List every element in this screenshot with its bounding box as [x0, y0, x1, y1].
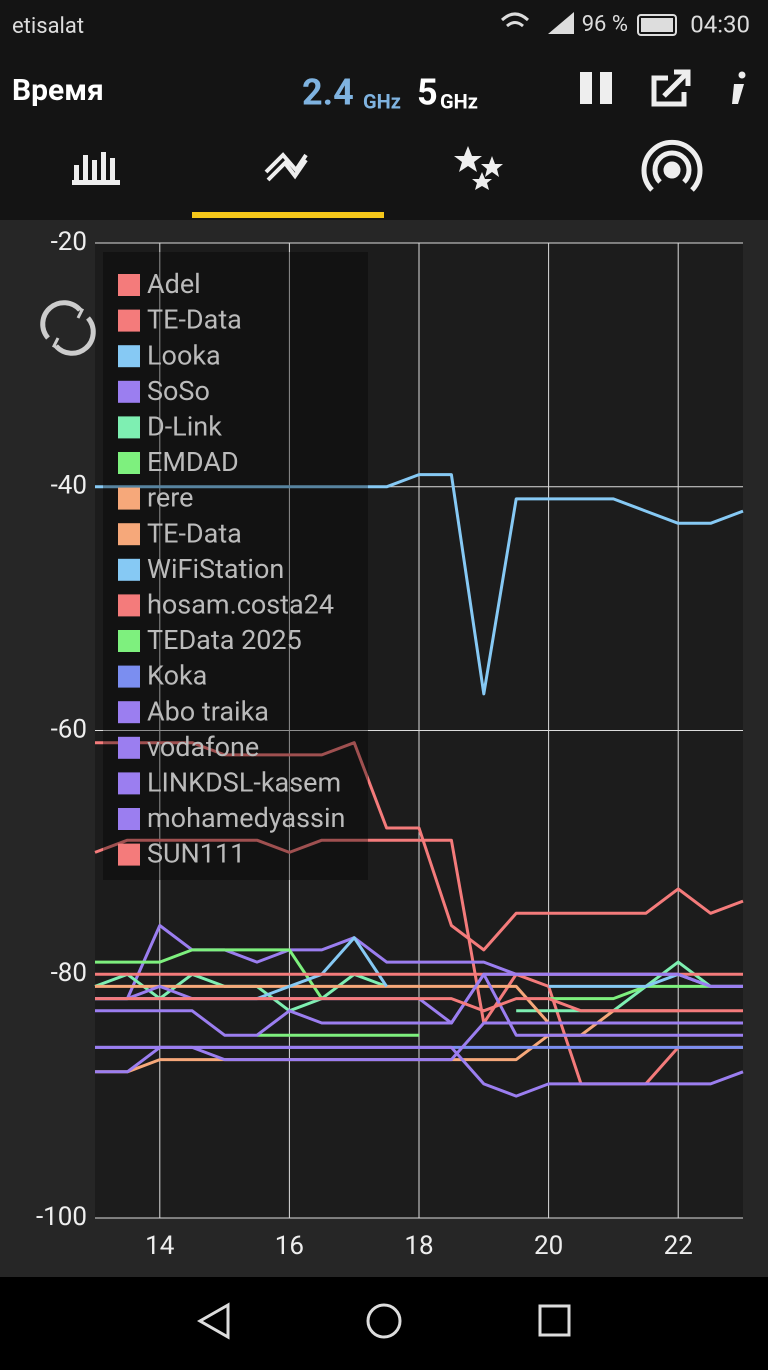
legend-swatch — [118, 452, 140, 474]
legend-label: hosam.costa24 — [147, 589, 334, 621]
legend-label: TEData 2025 — [147, 624, 302, 656]
tab-bars[interactable] — [72, 152, 120, 185]
tab-ratings[interactable] — [454, 146, 503, 190]
legend-label: TE-Data — [147, 517, 242, 549]
y-tick-label: -80 — [51, 958, 87, 988]
series-line — [95, 948, 711, 1001]
wifi-icon — [500, 12, 530, 28]
y-tick-label: -20 — [51, 227, 87, 257]
y-tick-label: -60 — [51, 714, 87, 744]
x-tick-label: 18 — [404, 1231, 433, 1261]
legend-swatch — [118, 808, 140, 830]
refresh-button[interactable] — [40, 300, 96, 356]
legend-swatch — [118, 630, 140, 652]
x-tick-label: 14 — [145, 1231, 175, 1261]
legend-swatch — [118, 558, 140, 581]
battery-fill — [641, 18, 673, 32]
legend-label: SUN111 — [147, 838, 245, 870]
legend-label: TE-Data — [147, 304, 242, 336]
legend-label: D-Link — [147, 411, 222, 443]
legend-label: Looka — [147, 339, 221, 371]
battery-icon — [637, 14, 677, 36]
legend-swatch — [118, 523, 140, 546]
y-tick-label: -40 — [51, 471, 87, 501]
tab-channels[interactable] — [641, 139, 703, 192]
legend-label: Abo traika — [147, 695, 269, 727]
legend-label: LINKDSL-kasem — [147, 767, 341, 799]
share-button[interactable] — [651, 69, 691, 107]
screen-title: Время — [12, 73, 104, 108]
nav-home[interactable] — [366, 1303, 402, 1339]
legend-label: EMDAD — [147, 446, 239, 478]
info-button[interactable] — [732, 71, 746, 105]
header-bg — [0, 0, 768, 220]
nav-back[interactable] — [196, 1302, 230, 1340]
legend-swatch — [118, 416, 140, 439]
tab-indicator — [192, 212, 384, 218]
band-24-unit[interactable]: GHz — [363, 89, 401, 113]
legend-swatch — [118, 309, 140, 332]
legend-swatch — [118, 345, 140, 368]
legend-swatch — [118, 843, 140, 866]
tab-time[interactable] — [264, 152, 308, 182]
clock: 04:30 — [690, 10, 750, 38]
legend-label: mohamedyassin — [147, 802, 345, 834]
series-line — [95, 1045, 744, 1098]
x-tick-label: 16 — [275, 1231, 304, 1261]
series-line — [95, 1021, 743, 1062]
legend-swatch — [118, 736, 140, 759]
series-lines — [94, 473, 744, 1098]
legend-swatch — [118, 772, 140, 795]
band-24[interactable]: 2.4 — [302, 72, 354, 114]
series-line — [95, 997, 743, 1013]
legend-label: WiFiStation — [147, 553, 284, 585]
x-tick-label: 22 — [664, 1231, 693, 1261]
carrier: etisalat — [12, 14, 84, 39]
x-tick-label: 20 — [534, 1231, 563, 1261]
series-line — [95, 473, 744, 696]
nav-recents[interactable] — [538, 1304, 571, 1337]
legend-label: SoSo — [147, 375, 210, 407]
legend-swatch — [118, 487, 140, 510]
legend-swatch — [118, 701, 140, 724]
band-5-unit[interactable]: GHz — [440, 89, 478, 113]
legend-label: vodafone — [147, 731, 259, 763]
legend: AdelTE-DataLookaSoSoD-LinkEMDADrereTE-Da… — [103, 252, 368, 880]
y-tick-label: -100 — [36, 1202, 87, 1232]
legend-label: Koka — [147, 660, 207, 692]
legend-label: Adel — [147, 268, 201, 300]
legend-box — [103, 252, 368, 880]
series-line — [95, 972, 743, 1037]
band-5[interactable]: 5 — [417, 72, 438, 114]
nav-bar — [0, 1277, 768, 1366]
legend-swatch — [118, 594, 140, 617]
battery-percent: 96 % — [582, 12, 628, 37]
legend-swatch — [118, 274, 140, 296]
legend-swatch — [118, 380, 140, 403]
signal-icon — [548, 12, 574, 34]
series-line — [95, 741, 744, 952]
legend-label: rere — [147, 482, 193, 514]
pause-button[interactable] — [580, 72, 612, 104]
legend-swatch — [118, 665, 140, 688]
